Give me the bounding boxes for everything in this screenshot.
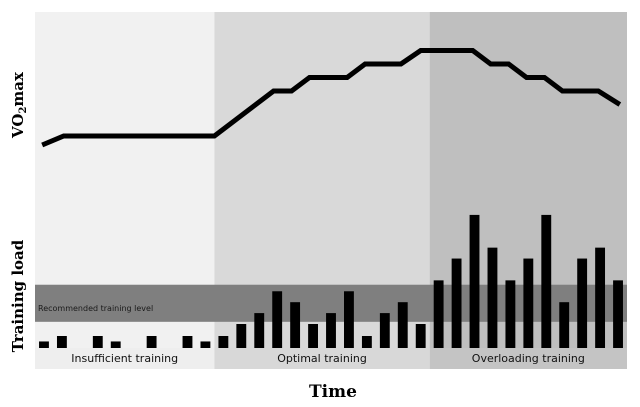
zone-insufficient-label: Insufficient training [71, 352, 178, 365]
training-load-bar-5 [146, 336, 157, 348]
zone-backgrounds [35, 12, 627, 348]
training-load-bar-9 [236, 324, 247, 348]
training-load-bar-15 [344, 291, 354, 348]
training-load-bar-17 [379, 313, 390, 348]
vo2max-title-subscript: 2 [18, 107, 29, 114]
training-load-bar-7 [200, 341, 211, 348]
zone-overloading-label: Overloading training [472, 352, 585, 365]
training-load-bar-23 [487, 247, 498, 348]
training-load-bar-12 [290, 302, 301, 348]
zone-insufficient-label-strip [35, 348, 215, 369]
vo2max-title-prefix: VO [9, 114, 27, 139]
y-axis-title-vo2max: VO2max [9, 71, 29, 139]
zone-overloading-label-strip [429, 348, 627, 369]
training-load-bar-16 [361, 336, 372, 348]
training-load-bar-20 [433, 280, 444, 348]
training-load-bars [39, 214, 623, 348]
training-load-bar-27 [559, 302, 570, 348]
training-load-bar-26 [541, 214, 552, 348]
training-load-bar-10 [254, 313, 265, 348]
zone-labels: Insufficient training Optimal training Ove… [71, 352, 585, 365]
training-load-bar-25 [523, 258, 534, 348]
zone-label-strip [35, 348, 627, 369]
training-load-bar-13 [308, 324, 318, 348]
training-load-bar-24 [505, 280, 516, 348]
training-load-bar-18 [397, 302, 408, 348]
training-load-bar-4 [110, 341, 121, 348]
training-load-bar-3 [92, 336, 103, 348]
training-load-bar-14 [326, 313, 336, 348]
vo2max-line [41, 48, 622, 148]
training-load-bar-29 [595, 247, 606, 348]
zone-optimal-label-strip [214, 348, 430, 369]
training-load-bar-30 [613, 280, 623, 348]
watermark-text: 知乎 @老苏爱跑步 [493, 371, 609, 388]
vo2max-title-suffix: max [9, 71, 27, 107]
recommended-training-label: Recommended training level [38, 304, 153, 313]
zone-optimal-label: Optimal training [277, 352, 367, 365]
training-load-bar-2 [56, 336, 67, 348]
training-load-bar-28 [577, 258, 588, 348]
training-load-bar-6 [182, 336, 193, 348]
y-axis-title-training-load: Training load [9, 239, 27, 352]
x-axis-title: Time [309, 382, 357, 402]
training-load-bar-19 [415, 324, 426, 348]
training-load-bar-8 [218, 336, 229, 348]
training-load-bar-22 [469, 214, 480, 348]
training-load-bar-1 [39, 341, 49, 348]
training-load-bar-21 [451, 258, 462, 348]
training-load-bar-11 [272, 291, 283, 348]
